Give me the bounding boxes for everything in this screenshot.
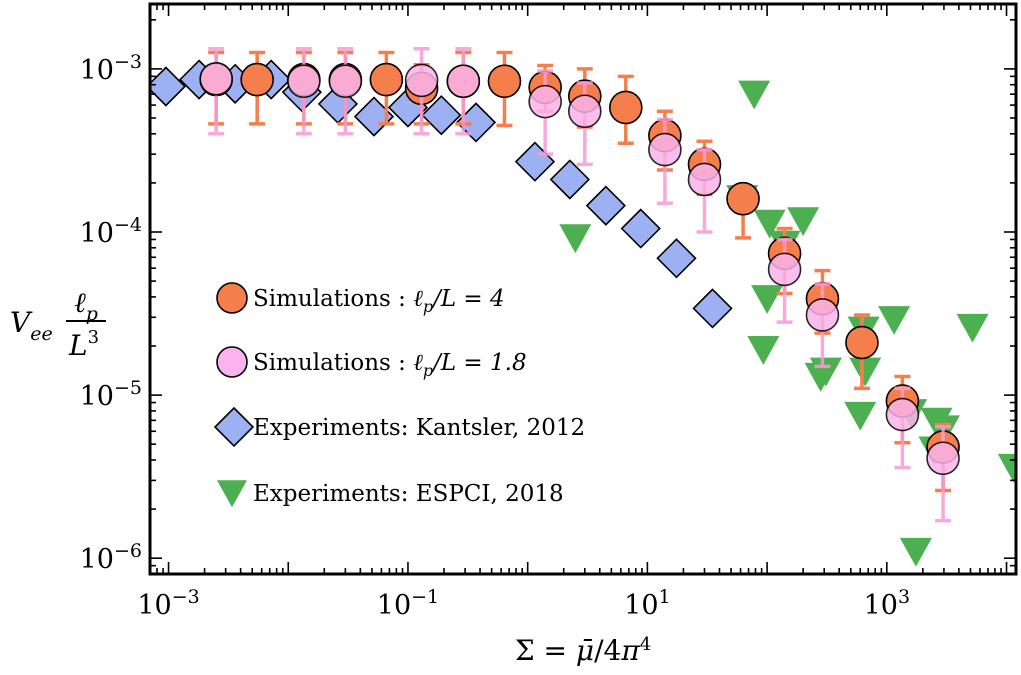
data-point xyxy=(421,95,462,136)
data-point xyxy=(404,63,439,98)
data-point xyxy=(849,357,882,387)
plot-frame xyxy=(148,2,1018,576)
y-axis-label: Vee ℓp L3 xyxy=(10,286,106,362)
svg-text:Vee: Vee xyxy=(10,306,53,345)
data-point xyxy=(287,64,321,99)
data-point xyxy=(805,298,840,332)
data-point xyxy=(956,313,989,343)
data-point xyxy=(687,162,722,197)
data-point xyxy=(559,224,592,254)
data-point xyxy=(567,94,602,129)
legend-label: Experiments: Kantsler, 2012 xyxy=(253,415,585,441)
x-tick-label: 101 xyxy=(624,586,670,621)
data-point xyxy=(328,64,363,99)
y-tick-label: 10−5 xyxy=(80,377,142,412)
data-point xyxy=(845,325,879,360)
legend-item: Simulations : ℓp/L = 4 xyxy=(216,282,505,316)
data-point xyxy=(878,306,911,335)
x-tick-label: 10−1 xyxy=(377,586,439,621)
data-point xyxy=(150,66,187,107)
legend-label: Simulations : ℓp/L = 1.8 xyxy=(253,350,527,380)
data-point xyxy=(926,441,960,476)
x-tick-label: 103 xyxy=(864,586,910,621)
legend-marker xyxy=(216,346,248,378)
legend: Simulations : ℓp/L = 4 Simulations : ℓp/L… xyxy=(213,282,585,508)
data-point xyxy=(549,159,590,200)
legend-item: Experiments: Kantsler, 2012 xyxy=(213,406,585,448)
data-point xyxy=(692,288,733,329)
data-point xyxy=(199,61,233,96)
data-point xyxy=(844,401,877,431)
legend-label: Simulations : ℓp/L = 4 xyxy=(253,286,505,316)
legend-item: Simulations : ℓp/L = 1.8 xyxy=(216,346,527,380)
tick-layer: 10−3 10−1 101 103 10−6 10−5 10−4 10−3 xyxy=(80,4,1016,621)
data-point xyxy=(753,209,786,239)
data-point xyxy=(528,84,562,119)
data-point xyxy=(585,185,627,226)
y-tick-label: 10−3 xyxy=(80,51,142,86)
data-point xyxy=(487,64,522,99)
data-point xyxy=(738,80,771,110)
data-point xyxy=(751,285,784,314)
data-layer xyxy=(150,46,1016,567)
legend-item: Experiments: ESPCI, 2018 xyxy=(217,480,564,508)
data-point xyxy=(514,141,556,182)
data-point xyxy=(997,453,1016,483)
y-tick-label: 10−6 xyxy=(80,540,142,575)
data-point xyxy=(747,336,780,365)
svg-text:ℓp: ℓp xyxy=(74,286,98,325)
data-point xyxy=(648,132,682,167)
legend-label: Experiments: ESPCI, 2018 xyxy=(253,481,564,507)
data-point xyxy=(656,238,697,279)
legend-marker xyxy=(216,282,248,314)
data-point xyxy=(787,207,820,237)
x-tick-label: 10−3 xyxy=(137,586,199,621)
series-1 xyxy=(199,46,960,523)
data-point xyxy=(240,62,274,97)
data-point xyxy=(446,64,481,99)
data-point xyxy=(608,90,643,125)
data-point xyxy=(885,397,920,432)
x-axis-label: Σ = μ̄/4π4 xyxy=(515,634,651,668)
data-point xyxy=(369,62,404,97)
legend-marker xyxy=(213,406,255,448)
data-point xyxy=(726,181,760,216)
svg-text:L3: L3 xyxy=(68,327,99,362)
y-tick-label: 10−4 xyxy=(80,214,142,249)
data-point xyxy=(767,252,802,287)
data-point xyxy=(620,208,661,249)
axis-labels: Σ = μ̄/4π4 Vee ℓp L3 xyxy=(10,286,651,667)
legend-marker xyxy=(217,480,247,508)
data-point xyxy=(899,537,932,567)
